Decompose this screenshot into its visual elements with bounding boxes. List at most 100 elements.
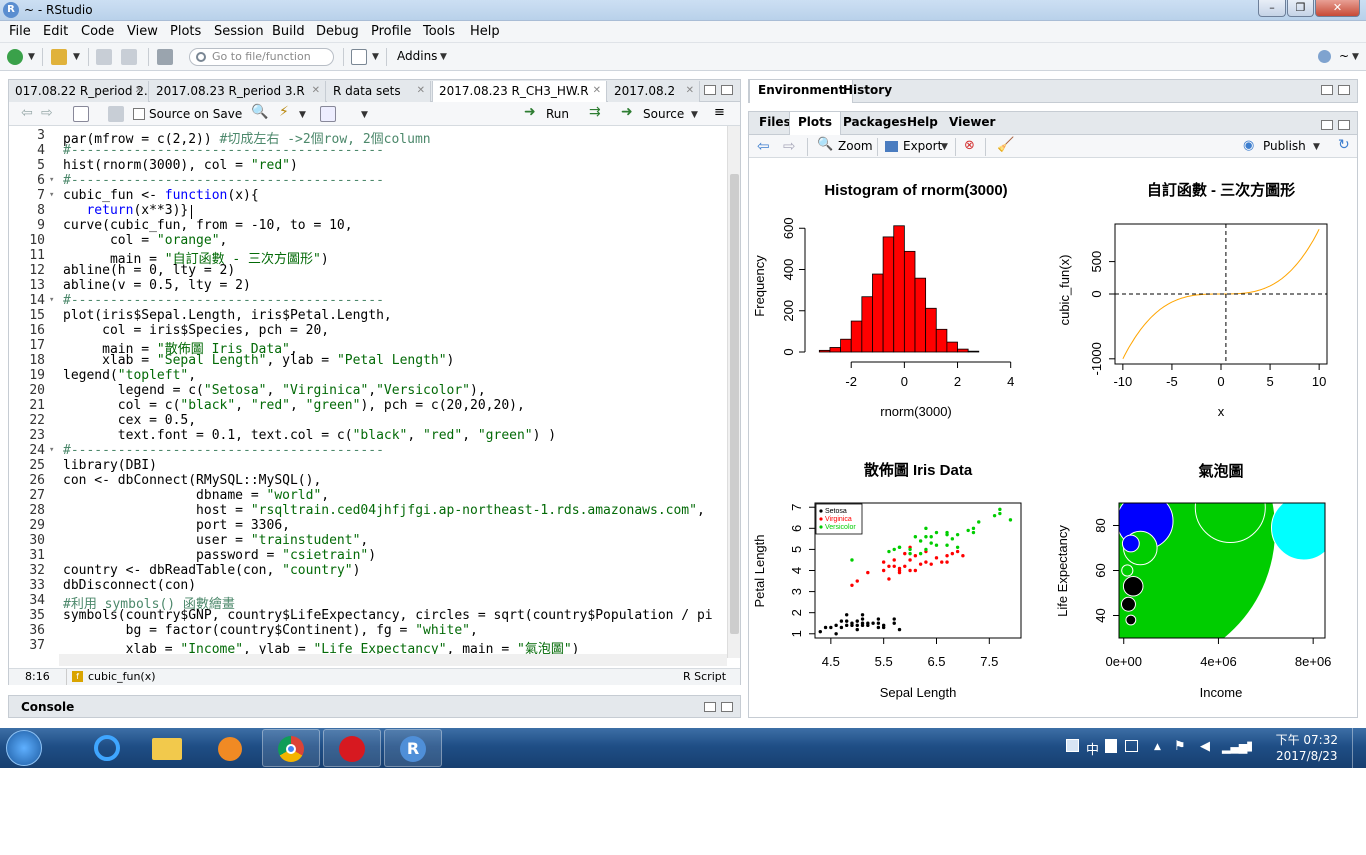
- code-line[interactable]: xlab = "Sepal Length", ylab = "Petal Len…: [63, 353, 454, 368]
- file-explorer-icon[interactable]: [138, 729, 196, 767]
- editor-tab[interactable]: 2017.08.23 R_period 3.R ✕: [150, 81, 326, 102]
- chevron-down-icon[interactable]: ▼: [299, 110, 306, 120]
- code-line[interactable]: #---------------------------------------…: [63, 173, 384, 188]
- menu-file[interactable]: File: [9, 24, 31, 39]
- goto-file-input[interactable]: Go to file/function: [189, 48, 334, 66]
- forward-arrow-icon[interactable]: ⇨: [41, 105, 53, 121]
- close-tab-icon[interactable]: ✕: [685, 85, 694, 96]
- code-line[interactable]: con <- dbConnect(RMySQL::MySQL(),: [63, 473, 321, 488]
- code-line[interactable]: #---------------------------------------…: [63, 443, 384, 458]
- zoom-button[interactable]: Zoom: [838, 139, 873, 153]
- code-line[interactable]: port = 3306,: [63, 518, 290, 533]
- save-icon[interactable]: [108, 106, 124, 122]
- run-arrow-icon[interactable]: ➜: [524, 104, 536, 120]
- pane-minimize-icon[interactable]: [1321, 120, 1333, 130]
- system-clock[interactable]: 下午 07:32 2017/8/23: [1276, 732, 1338, 764]
- next-plot-icon[interactable]: ⇨: [783, 137, 796, 155]
- new-file-icon[interactable]: [7, 49, 23, 65]
- start-button-icon[interactable]: [6, 730, 42, 766]
- code-line[interactable]: symbols(country$GNP, country$LifeExpecta…: [63, 608, 713, 623]
- tab-help[interactable]: Help: [907, 115, 938, 129]
- fold-toggle-icon[interactable]: ▾: [49, 190, 55, 200]
- media-player-icon[interactable]: [200, 729, 258, 767]
- code-line[interactable]: dbname = "world",: [63, 488, 329, 503]
- print-icon[interactable]: [157, 49, 173, 65]
- code-line[interactable]: #---------------------------------------…: [63, 293, 384, 308]
- chevron-down-icon[interactable]: ▼: [372, 52, 379, 62]
- code-line[interactable]: password = "csietrain"): [63, 548, 376, 563]
- close-button[interactable]: ✕: [1315, 0, 1360, 17]
- clear-all-broom-icon[interactable]: 🧹: [997, 137, 1015, 153]
- pane-maximize-icon[interactable]: [1338, 85, 1350, 95]
- code-line[interactable]: dbDisconnect(con): [63, 578, 196, 593]
- run-button[interactable]: Run: [546, 107, 570, 121]
- code-line[interactable]: abline(h = 0, lty = 2): [63, 263, 235, 278]
- editor-tab[interactable]: 017.08.22 R_period 2.R ✕: [9, 81, 149, 102]
- code-line[interactable]: #---------------------------------------…: [63, 143, 384, 158]
- code-line[interactable]: abline(v = 0.5, lty = 2): [63, 278, 251, 293]
- chevron-down-icon[interactable]: ▼: [28, 52, 35, 62]
- maximize-button[interactable]: ❐: [1287, 0, 1314, 17]
- pane-maximize-icon[interactable]: [1338, 120, 1350, 130]
- fold-toggle-icon[interactable]: ▾: [49, 175, 55, 185]
- tab-packages[interactable]: Packages: [843, 115, 907, 129]
- addins-menu[interactable]: Addins: [397, 49, 438, 63]
- chevron-down-icon[interactable]: ▼: [361, 110, 368, 120]
- compile-report-icon[interactable]: [320, 106, 336, 122]
- search-icon[interactable]: 🔍: [251, 104, 269, 120]
- network-signal-icon[interactable]: ▂▄▆: [1222, 741, 1248, 754]
- close-tab-icon[interactable]: ✕: [592, 85, 601, 96]
- outline-icon[interactable]: ≡: [714, 105, 725, 120]
- code-line[interactable]: plot(iris$Sepal.Length, iris$Petal.Lengt…: [63, 308, 392, 323]
- code-line[interactable]: text.font = 0.1, text.col = c("black", "…: [63, 428, 556, 443]
- pane-minimize-icon[interactable]: [1321, 85, 1333, 95]
- scrollbar-thumb[interactable]: [730, 174, 739, 634]
- save-icon[interactable]: [96, 49, 112, 65]
- editor-tab-active[interactable]: 2017.08.23 R_CH3_HW.R ✕: [432, 81, 607, 103]
- code-line[interactable]: cubic_fun <- function(x){: [63, 188, 259, 203]
- menu-tools[interactable]: Tools: [423, 24, 456, 39]
- menu-plots[interactable]: Plots: [170, 24, 202, 39]
- code-line[interactable]: cex = 0.5,: [63, 413, 196, 428]
- menu-debug[interactable]: Debug: [316, 24, 359, 39]
- chevron-down-icon[interactable]: ▼: [941, 142, 948, 152]
- close-tab-icon[interactable]: ✕: [416, 85, 425, 96]
- export-icon[interactable]: [885, 141, 898, 152]
- editor-vertical-scrollbar[interactable]: [727, 126, 740, 658]
- show-in-window-icon[interactable]: [73, 106, 89, 122]
- save-all-icon[interactable]: [121, 49, 137, 65]
- editor-tab[interactable]: R data sets ✕: [327, 81, 431, 102]
- pane-minimize-icon[interactable]: [704, 702, 716, 712]
- pane-maximize-icon[interactable]: [721, 85, 733, 95]
- minimize-button[interactable]: –: [1258, 0, 1286, 17]
- code-line[interactable]: main = "自訂函數 - 三次方圖形"): [63, 248, 329, 267]
- function-scope[interactable]: cubic_fun(x): [88, 670, 156, 683]
- code-line[interactable]: bg = factor(country$Continent), fg = "wh…: [63, 623, 478, 638]
- code-line[interactable]: hist(rnorm(3000), col = "red"): [63, 158, 298, 173]
- fold-toggle-icon[interactable]: ▾: [49, 295, 55, 305]
- close-tab-icon[interactable]: ✕: [311, 85, 320, 96]
- previous-plot-icon[interactable]: ⇦: [757, 137, 770, 155]
- code-line[interactable]: host = "rsqltrain.ced04jhfjfgi.ap-northe…: [63, 503, 705, 518]
- menu-edit[interactable]: Edit: [43, 24, 69, 39]
- tab-viewer[interactable]: Viewer: [949, 115, 996, 129]
- back-arrow-icon[interactable]: ⇦: [21, 105, 33, 121]
- code-line[interactable]: library(DBI): [63, 458, 157, 473]
- export-menu[interactable]: Export: [903, 139, 943, 153]
- code-editor[interactable]: 3 4 5 6 ▾ 7 ▾ 8 9 10 11 12 13 14 ▾ 15 16 17 18 19 20 21 22 23 24…: [9, 126, 727, 656]
- code-line[interactable]: xlab = "Income", ylab = "Life Expectancy…: [63, 638, 580, 656]
- file-type[interactable]: R Script: [683, 670, 727, 683]
- ime-tray-icon[interactable]: [1066, 739, 1079, 752]
- chevron-down-icon[interactable]: ▼: [1352, 52, 1359, 62]
- menu-session[interactable]: Session: [214, 24, 264, 39]
- trend-micro-icon[interactable]: [323, 729, 381, 767]
- action-center-icon[interactable]: ⚑: [1174, 739, 1186, 754]
- code-line[interactable]: user = "trainstudent",: [63, 533, 368, 548]
- pane-maximize-icon[interactable]: [721, 702, 733, 712]
- open-file-icon[interactable]: [51, 49, 67, 65]
- show-hidden-icons[interactable]: ▲: [1154, 742, 1161, 752]
- remove-plot-icon[interactable]: ⊗: [964, 138, 975, 153]
- fold-toggle-icon[interactable]: ▾: [49, 445, 55, 455]
- code-line[interactable]: return(x**3)}: [63, 203, 188, 218]
- code-line[interactable]: legend = c("Setosa", "Virginica","Versic…: [63, 383, 486, 398]
